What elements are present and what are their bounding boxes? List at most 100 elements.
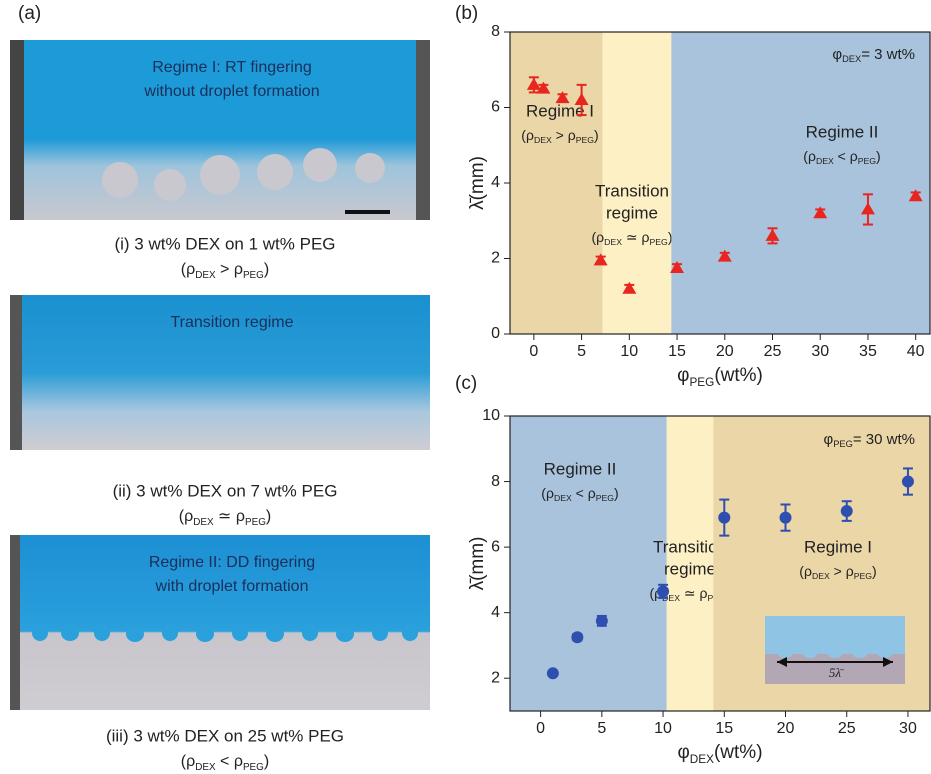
photo-overlay: without droplet formation (143, 83, 319, 100)
photo-overlay: Regime II: DD fingering (149, 554, 315, 571)
x-tick-label: 25 (764, 343, 782, 360)
text-part: (ρ (803, 148, 816, 164)
point (779, 511, 792, 524)
region-label: Transition (653, 537, 727, 556)
text-part: (ρ (181, 753, 195, 770)
subscript: PEG (245, 517, 266, 528)
text-part: φ (677, 365, 689, 386)
subscript: PEG (576, 135, 595, 145)
annotation: φDEX= 3 wt% (832, 46, 915, 64)
photo-edge (10, 40, 24, 220)
y-axis-label: λ̄(mm) (467, 537, 488, 591)
inset-label: 5λ̄ (829, 665, 845, 680)
subscript: PEG (858, 156, 877, 166)
text-part: ) (264, 753, 269, 770)
point (840, 505, 853, 518)
region (602, 32, 672, 334)
photo-edge (10, 295, 22, 450)
text-part: (ρ (592, 229, 605, 245)
photo-overlay: Transition regime (170, 314, 293, 331)
photo-caption: (iii) 3 wt% DEX on 25 wt% PEG (106, 726, 344, 745)
region-label: Regime II (544, 459, 617, 478)
text-part: ≃ ρ (680, 585, 708, 601)
subscript: PEG (689, 376, 714, 389)
text-part: ) (614, 485, 619, 501)
text-part: ) (668, 229, 673, 245)
region-label: regime (664, 559, 716, 578)
subscript: DEX (842, 54, 861, 64)
text-part: > ρ (216, 261, 243, 278)
y-tick-label: 6 (491, 99, 500, 116)
photo-caption: (i) 3 wt% DEX on 1 wt% PEG (114, 234, 335, 253)
y-tick-label: 0 (491, 325, 500, 342)
photo-panel (10, 40, 430, 710)
text-part: (ρ (521, 127, 534, 143)
region-relation: (ρDEX > ρPEG) (521, 127, 598, 146)
subscript: DEX (554, 493, 572, 503)
region (510, 416, 667, 711)
x-tick-label: 10 (654, 720, 672, 737)
photo-edge (10, 535, 20, 710)
y-tick-label: 8 (491, 473, 500, 490)
y-tick-label: 4 (491, 604, 500, 621)
y-axis-label: λ̄(mm) (467, 156, 488, 210)
y-tick-label: 8 (491, 23, 500, 40)
x-tick-label: 35 (859, 343, 877, 360)
text-part: (ρ (179, 508, 193, 525)
inset-droplet (853, 650, 867, 658)
arrow-head (883, 657, 893, 667)
x-tick-label: 0 (536, 720, 545, 737)
plot-frame (509, 415, 931, 712)
region-relation: (ρDEX < ρPEG) (541, 485, 618, 504)
text-part: (ρ (181, 261, 195, 278)
point (574, 92, 589, 105)
y-tick-label: 10 (482, 407, 500, 424)
point (813, 206, 828, 219)
text-part: > ρ (552, 127, 576, 143)
arrow-head (777, 657, 787, 667)
photo (10, 535, 430, 710)
region-label: Regime I (804, 537, 872, 556)
region (671, 32, 930, 334)
text-part: (ρ (541, 485, 554, 501)
photo-overlay: with droplet formation (155, 578, 309, 595)
photo-relation: (ρDEX ≃ ρPEG) (179, 508, 271, 528)
photo-overlay: Regime I: RT fingering (152, 59, 311, 76)
subscript: DEX (690, 753, 714, 766)
region-label: Regime II (806, 122, 879, 141)
x-tick-label: 5 (577, 343, 586, 360)
x-tick-label: 20 (777, 720, 795, 737)
subscript: PEG (596, 493, 615, 503)
point (670, 260, 685, 273)
region-label: Transition (595, 181, 669, 200)
region (666, 416, 714, 711)
x-axis-label: φDEX(wt%) (677, 742, 762, 766)
x-tick-label: 30 (899, 720, 917, 737)
point (546, 667, 559, 680)
text-part: φ (824, 431, 834, 448)
x-tick-label: 5 (597, 720, 606, 737)
text-part: φ (832, 46, 842, 63)
point (526, 77, 541, 90)
photo (10, 295, 430, 450)
region-relation: (ρDEX < ρPEG) (803, 148, 880, 167)
subscript: DEX (812, 571, 830, 581)
x-tick-label: 10 (620, 343, 638, 360)
text-part: = 3 wt% (861, 46, 915, 63)
region-label: regime (606, 203, 658, 222)
region-relation: (ρDEX ≃ ρPEG) (592, 229, 673, 248)
point (622, 281, 637, 294)
x-tick-label: 20 (716, 343, 734, 360)
y-tick-label: 2 (491, 669, 500, 686)
subscript: DEX (816, 156, 834, 166)
point (718, 511, 731, 524)
point (657, 585, 670, 598)
point (717, 249, 732, 262)
subscript: PEG (649, 237, 668, 247)
x-tick-label: 15 (715, 720, 733, 737)
point (901, 475, 914, 488)
photo-edge (416, 40, 430, 220)
inset-droplet (803, 650, 817, 658)
photo-relation: (ρDEX < ρPEG) (181, 753, 269, 773)
